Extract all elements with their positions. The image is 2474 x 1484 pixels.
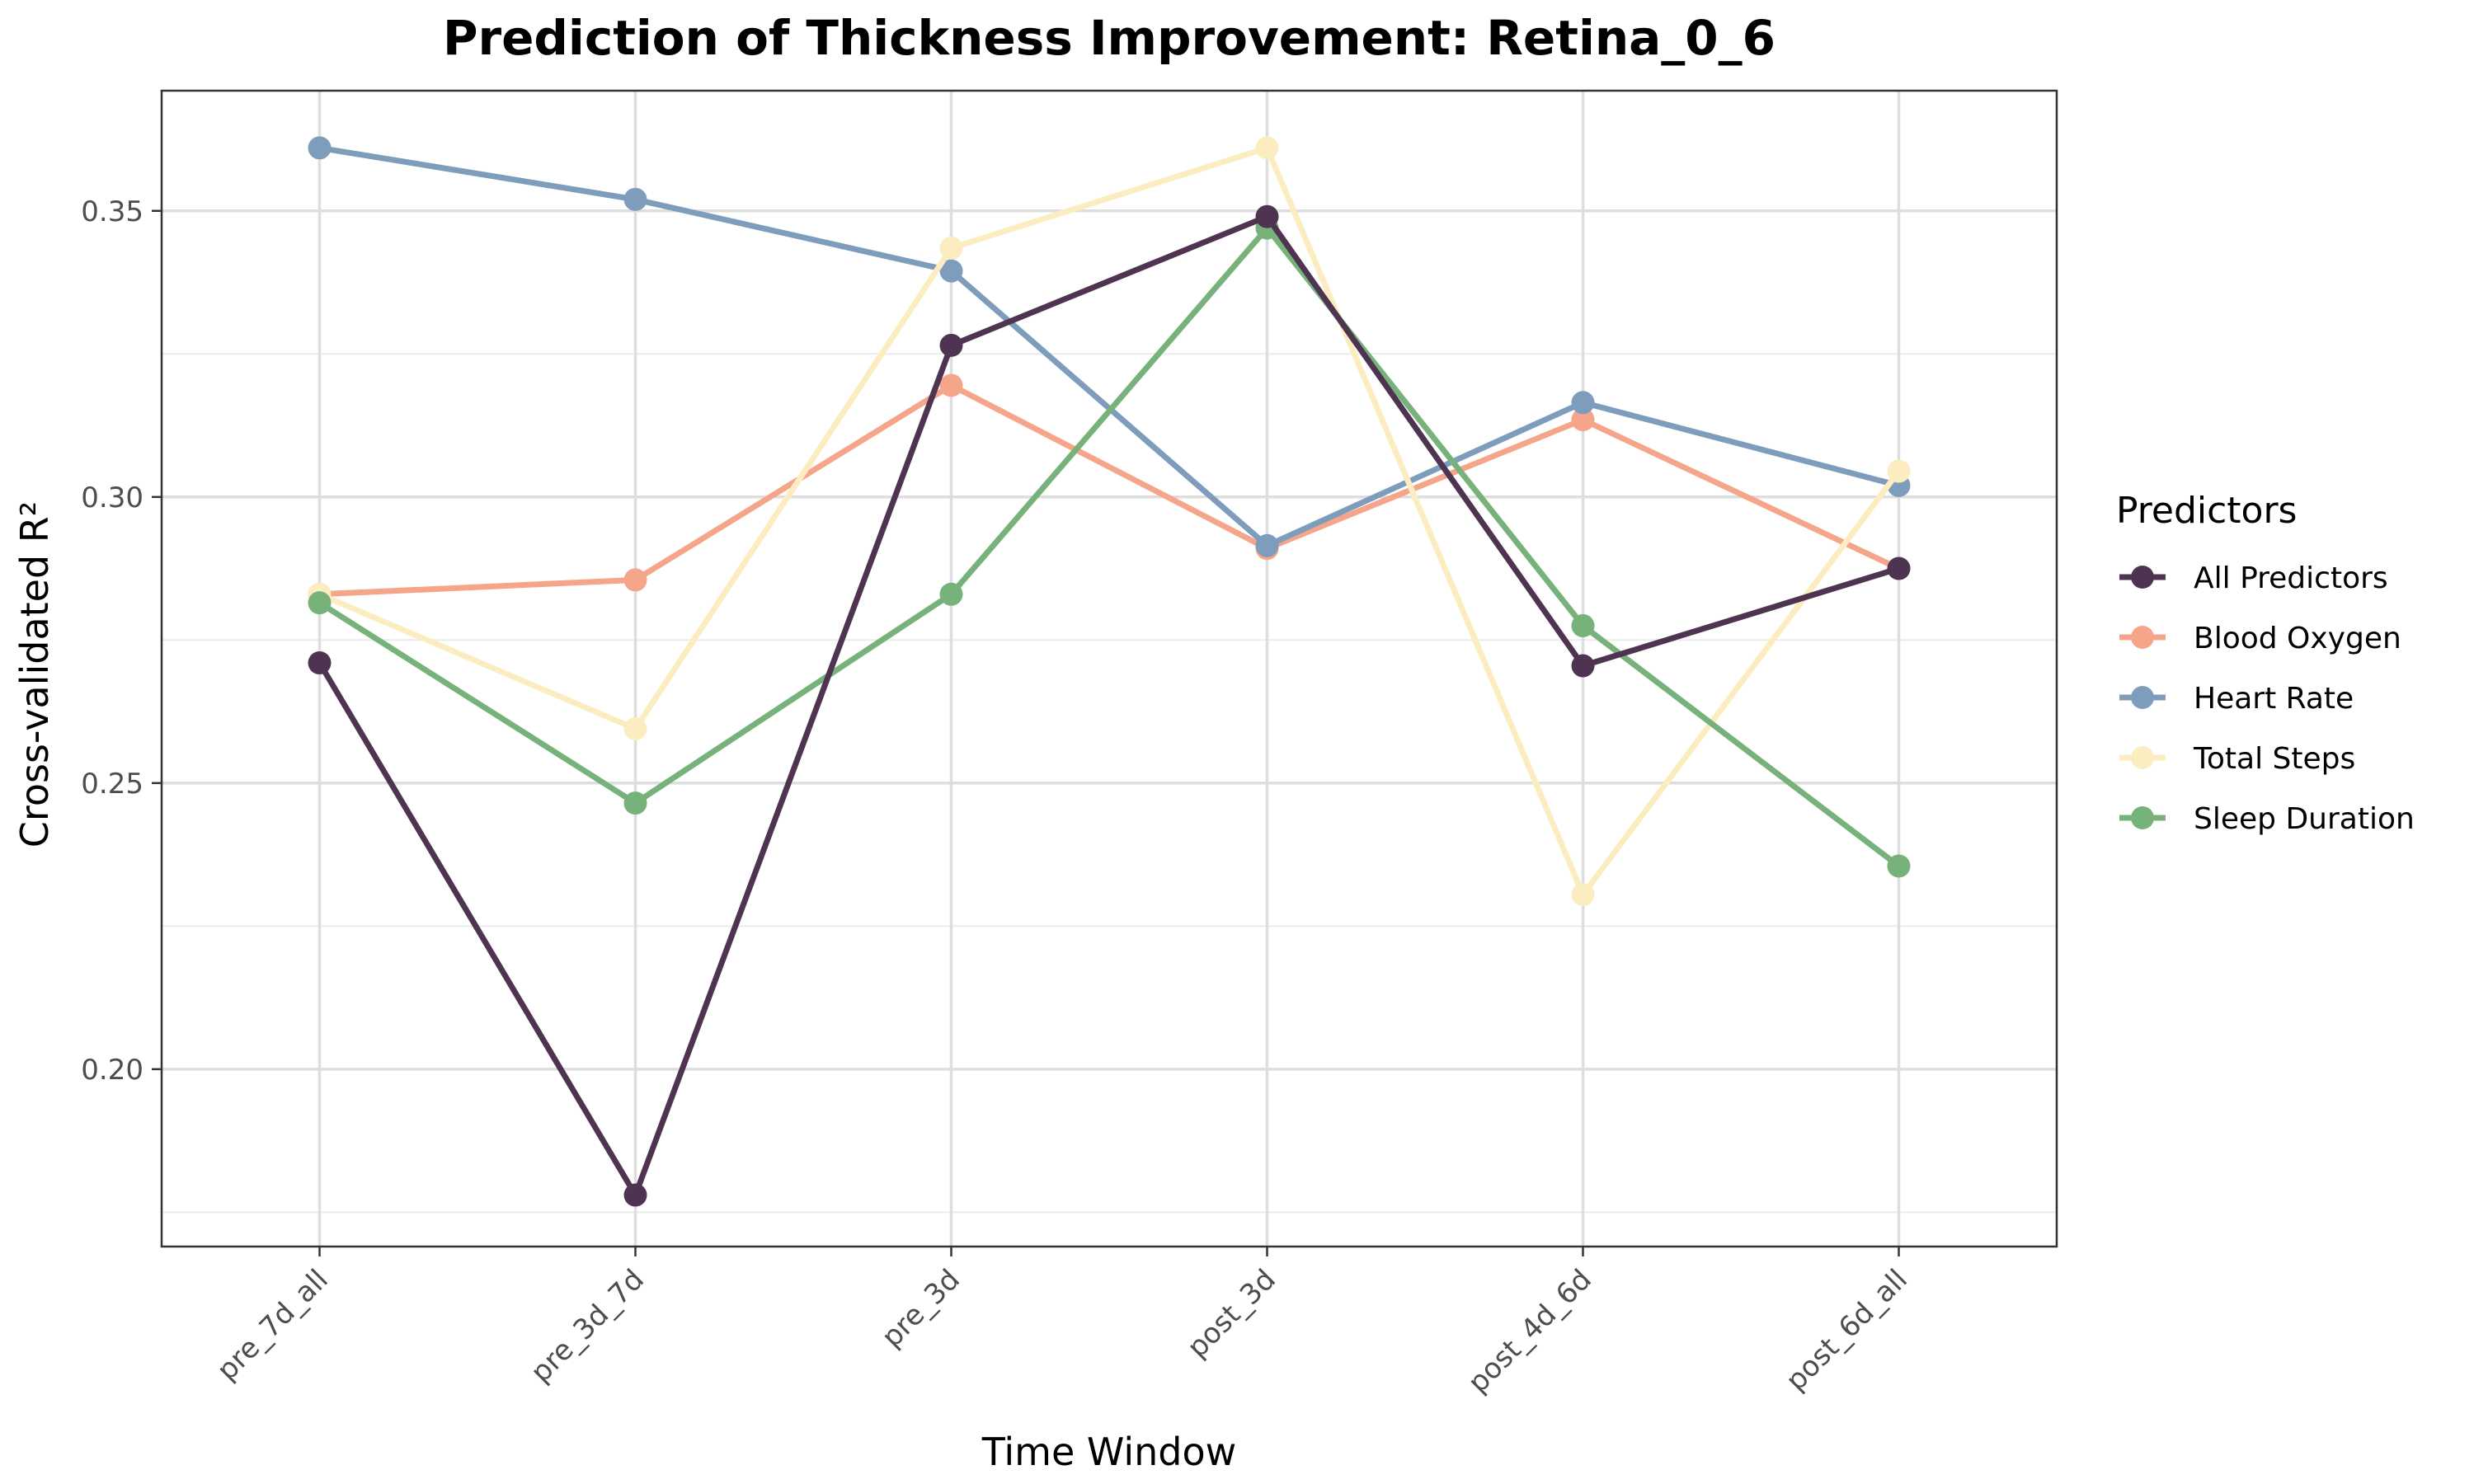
x-axis-title: Time Window (981, 1430, 1237, 1474)
series-all-predictors (308, 204, 1911, 1207)
data-point-total-steps (939, 236, 963, 260)
legend-key-point (2131, 806, 2154, 829)
chart-title: Prediction of Thickness Improvement: Ret… (443, 10, 1776, 66)
legend-item-blood-oxygen: Blood Oxygen (2119, 622, 2401, 655)
panel-border (160, 89, 2058, 1248)
legend-key-point (2131, 566, 2154, 589)
y-tick-label: 0.35 (81, 195, 143, 228)
y-tick-label: 0.20 (81, 1054, 143, 1087)
data-point-total-steps (1571, 883, 1595, 907)
data-point-heart-rate (1255, 533, 1279, 557)
series-line-heart-rate (317, 144, 1902, 549)
y-tick-label: 0.25 (81, 768, 143, 801)
data-point-heart-rate (308, 136, 332, 160)
data-point-total-steps (1255, 136, 1279, 160)
data-point-all-predictors (623, 1183, 647, 1207)
data-point-all-predictors (308, 651, 332, 675)
legend-item-heart-rate: Heart Rate (2119, 682, 2354, 716)
x-tick-label: post_3d (1181, 1263, 1282, 1364)
data-point-all-predictors (1255, 204, 1279, 228)
x-tick-label: pre_3d (876, 1263, 967, 1354)
plot-panel (162, 91, 2057, 1247)
data-point-sleep-duration (1571, 613, 1595, 637)
y-tick-label: 0.30 (81, 481, 143, 514)
y-axis-title: Cross-validated R² (12, 501, 57, 848)
legend-label: Heart Rate (2194, 682, 2354, 716)
legend-key-point (2131, 686, 2154, 709)
data-point-blood-oxygen (1571, 408, 1595, 432)
series-layer (308, 136, 1911, 1207)
legend-label: Total Steps (2193, 742, 2355, 776)
data-point-blood-oxygen (623, 568, 647, 592)
series-line-blood-oxygen (317, 382, 1902, 598)
axes: 0.20 0.25 0.30 0.35 pre_7d_all pre_3d_7d pre_3… (81, 89, 2058, 1399)
data-point-sleep-duration (308, 591, 332, 615)
legend-label: All Predictors (2194, 561, 2388, 595)
legend-item-total-steps: Total Steps (2119, 742, 2355, 776)
series-total-steps (308, 136, 1911, 907)
x-tick-label: pre_3d_7d (524, 1263, 651, 1389)
legend-item-all-predictors: All Predictors (2119, 561, 2388, 595)
data-point-all-predictors (1887, 556, 1911, 580)
data-point-blood-oxygen (939, 373, 963, 397)
data-point-total-steps (1887, 459, 1911, 483)
x-tick-label: post_4d_6d (1462, 1263, 1598, 1399)
series-line-all-predictors (317, 214, 1902, 1198)
legend: Predictors All Predictors Blood Oxygen Hea… (2116, 490, 2415, 836)
legend-key-point (2131, 746, 2154, 769)
data-point-sleep-duration (623, 791, 647, 815)
data-point-heart-rate (1571, 391, 1595, 415)
data-point-sleep-duration (939, 582, 963, 606)
legend-item-sleep-duration: Sleep Duration (2119, 802, 2415, 836)
legend-label: Blood Oxygen (2194, 622, 2401, 655)
series-line-total-steps (317, 144, 1902, 898)
data-point-all-predictors (939, 333, 963, 357)
series-line-sleep-duration (317, 225, 1902, 869)
legend-label: Sleep Duration (2194, 802, 2415, 836)
x-tick-label: pre_7d_all (210, 1263, 334, 1387)
x-tick-label: post_6d_all (1780, 1263, 1914, 1397)
legend-title: Predictors (2116, 490, 2297, 532)
data-point-heart-rate (623, 187, 647, 211)
data-point-total-steps (623, 716, 647, 740)
legend-key-point (2131, 626, 2154, 649)
data-point-sleep-duration (1887, 854, 1911, 878)
data-point-heart-rate (939, 259, 963, 283)
data-point-all-predictors (1571, 654, 1595, 678)
